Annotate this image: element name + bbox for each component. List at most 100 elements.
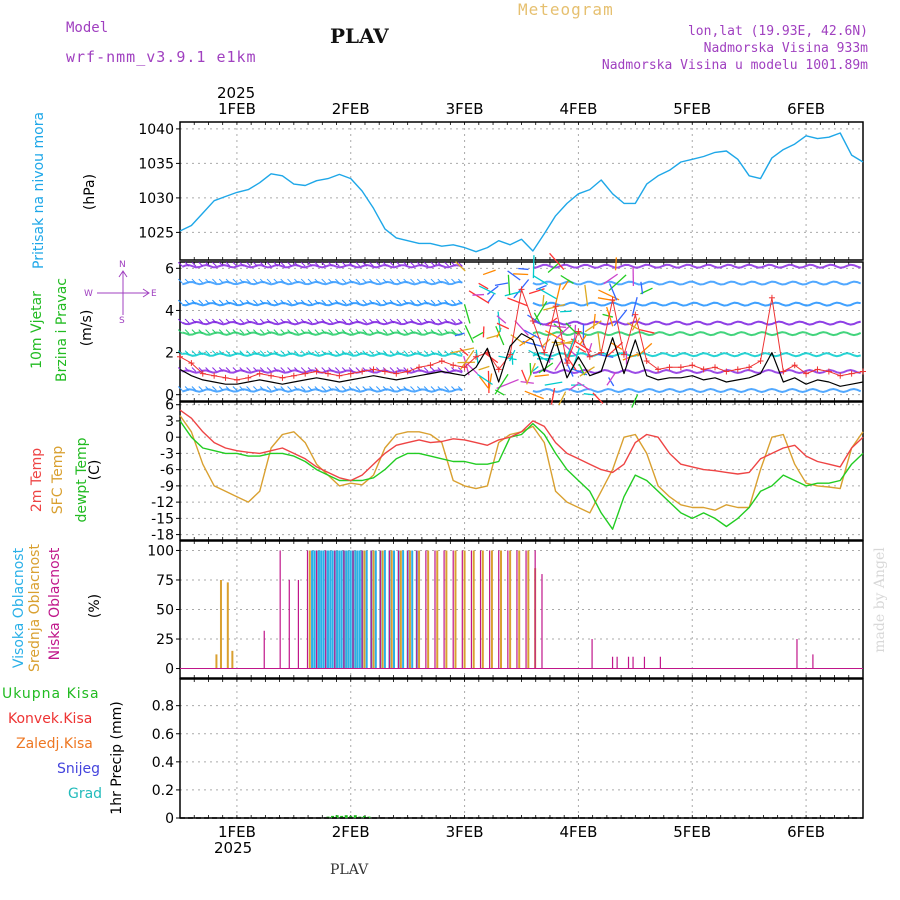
wind-arrow (544, 381, 563, 386)
wind-barb (218, 261, 224, 267)
wind-barb (212, 367, 217, 372)
ytick-label-precipitation: 0.2 (152, 783, 174, 799)
wind-barb (355, 318, 361, 324)
wind-barb (294, 350, 299, 356)
year-top: 2025 (217, 84, 256, 102)
wind-barb (266, 278, 272, 284)
wind-barb (294, 386, 299, 391)
wind-arrow (496, 322, 510, 330)
wind-barb (246, 386, 251, 391)
wind-arrow (565, 322, 578, 335)
wind-barb (273, 278, 279, 284)
wind-barb (355, 278, 361, 284)
wind-barb (375, 329, 381, 334)
wind-arrow (586, 342, 593, 358)
wind-barb (396, 386, 402, 391)
wind-barb (451, 318, 456, 324)
wind-barb (184, 350, 190, 356)
wind-barb (362, 261, 368, 267)
wind-barb (280, 299, 286, 305)
wind-barb (253, 278, 258, 284)
wind-arrow (631, 317, 641, 331)
wind-barb (335, 278, 340, 284)
wind-arrow (608, 377, 615, 387)
wind-barb (205, 261, 210, 267)
wind-arrow (488, 373, 493, 391)
wind-barb (382, 350, 388, 356)
wind-barb (232, 386, 238, 391)
ytick-label-wind: 0 (165, 388, 174, 404)
wind-barb (218, 329, 224, 334)
wind-barb (246, 367, 251, 372)
wind-barb (403, 386, 409, 391)
wind-barb (328, 329, 333, 334)
wind-barb (403, 350, 409, 356)
wind-barb (335, 299, 340, 305)
wind-barb (410, 386, 415, 391)
wind-barb (416, 261, 422, 267)
wind-barb (218, 278, 224, 284)
wind-barb (273, 367, 279, 372)
wind-barb (212, 329, 217, 334)
ytick-label-clouds: 100 (147, 543, 174, 559)
wind-barb (396, 350, 402, 356)
wind-barb (375, 318, 381, 324)
wind-barb (314, 386, 320, 391)
compass-icon (97, 270, 150, 315)
wind-barb (307, 261, 313, 267)
wind-barb (348, 299, 354, 305)
wind-barb (382, 386, 388, 391)
wind-barb (341, 318, 347, 324)
wind-barb (184, 299, 190, 305)
ytick-label-temperature: 0 (165, 430, 174, 446)
wind-barb (212, 278, 217, 284)
ytick-label-clouds: 50 (156, 603, 174, 619)
wind-arrow (454, 332, 465, 337)
xtick-label-top: 4FEB (559, 100, 597, 118)
legend-total-rain: Ukupna Kisa (2, 686, 100, 702)
wind-arrow (533, 275, 549, 286)
wind-barb (396, 299, 402, 305)
legend-conv-rain: Konvek.Kisa (8, 711, 93, 727)
wind-barb-row (532, 331, 862, 337)
wind-barb (287, 299, 292, 305)
wind-barb (348, 367, 354, 372)
wind-barb (314, 329, 320, 334)
wind-barb (348, 329, 354, 334)
wind-arrow (614, 257, 618, 271)
wind-arrow (509, 349, 516, 362)
wind-arrow (568, 383, 579, 391)
wind-barb (225, 367, 231, 372)
wind-arrow (639, 329, 655, 334)
wind-barb (253, 350, 258, 356)
legend-freezing-rain: Zaledj.Kisa (16, 736, 93, 752)
wind-barb (177, 278, 183, 284)
wind-barb (355, 367, 361, 372)
wind-barb (423, 318, 429, 324)
wind-arrow (522, 340, 545, 348)
wind-barb (321, 278, 327, 284)
wind-barb (205, 318, 210, 324)
wind-arrow (610, 342, 623, 350)
wind-barb (410, 278, 415, 284)
wind-barb (369, 350, 374, 356)
wind-barb (205, 367, 210, 372)
wind-barb (239, 386, 245, 391)
wind-barb (294, 261, 299, 267)
wind-barb (430, 386, 436, 391)
wind-barb (287, 318, 292, 324)
low-cloud (263, 550, 814, 669)
wind-barb (451, 386, 456, 391)
wind-arrow (496, 315, 507, 324)
wind-barb (355, 261, 361, 267)
wind-barb (184, 329, 190, 334)
wind-barb (416, 329, 422, 334)
wind-barb (280, 278, 286, 284)
wind-barb (328, 278, 333, 284)
wind-barb (423, 278, 429, 284)
wind-barb (423, 299, 429, 305)
wind-barb (246, 350, 251, 356)
wind-arrow (519, 334, 537, 347)
wind-barb (382, 278, 388, 284)
wind-barb (321, 367, 327, 372)
